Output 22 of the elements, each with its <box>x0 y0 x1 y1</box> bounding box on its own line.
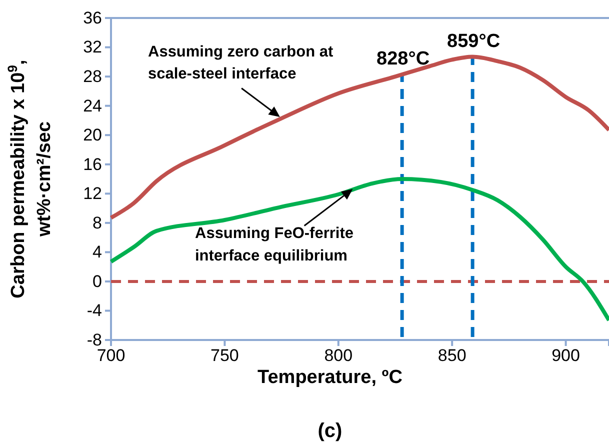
line-series <box>109 177 609 322</box>
x-tick-label: 800 <box>324 346 353 366</box>
y-tick-label: 16 <box>83 154 102 174</box>
y-tick-label: 8 <box>92 213 102 232</box>
y-tick-label: 24 <box>83 96 102 116</box>
text: (c) <box>318 420 342 442</box>
y-tick-label: 4 <box>92 242 102 262</box>
y-tick-label: 12 <box>83 184 102 204</box>
y-tick-label: -4 <box>86 301 102 320</box>
x-axis-title: Temperature, ºC <box>258 367 403 388</box>
x-tick-label: 900 <box>552 346 580 366</box>
x-tick-label: 750 <box>210 346 239 366</box>
y-tick-label: 32 <box>83 38 102 57</box>
y-tick-label: 36 <box>83 8 102 28</box>
x-tick-label: 850 <box>438 346 466 366</box>
annotation: Assuming FeO-ferrite interface equilibrium <box>195 224 354 264</box>
y-tick-label: 0 <box>92 272 102 291</box>
ref-line-label: 828°C <box>376 48 430 70</box>
annotation: Assuming zero carbon at scale-steel interface <box>148 43 334 83</box>
y-tick-label: 20 <box>83 126 102 145</box>
y-tick-label: 28 <box>83 66 102 86</box>
ref-line-label: 859°C <box>447 30 500 52</box>
